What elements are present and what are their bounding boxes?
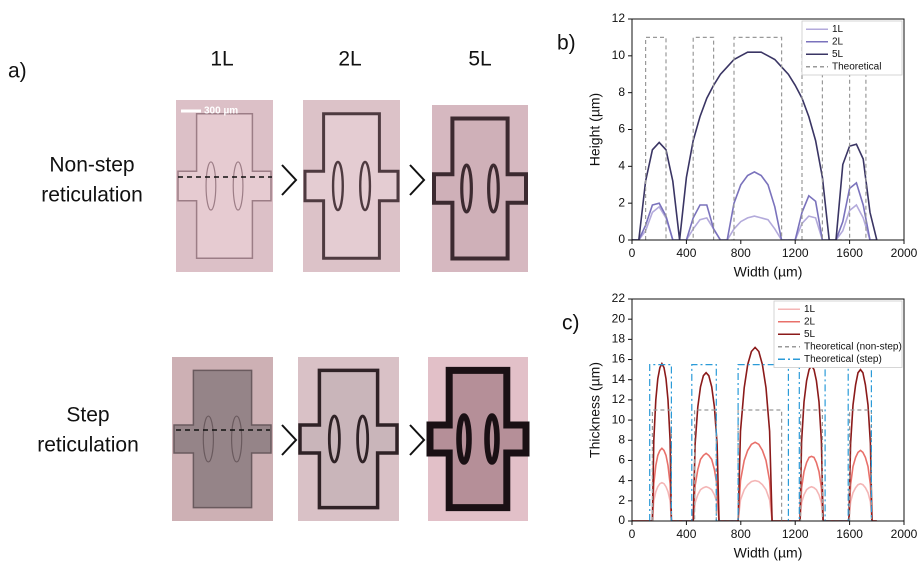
y-tick-label: 22 [612, 291, 626, 305]
legend-label: 2L [804, 316, 816, 327]
arrow [409, 424, 426, 456]
y-tick-label: 6 [618, 122, 625, 136]
y-axis-label: Thickness (µm) [587, 362, 603, 458]
x-tick-label: 2000 [891, 527, 918, 541]
y-tick-label: 6 [618, 453, 625, 467]
pattern-slot [230, 415, 243, 463]
y-tick-label: 10 [612, 48, 626, 62]
y-tick-label: 2 [618, 195, 625, 209]
pattern-shape [432, 116, 528, 261]
data-line [632, 441, 877, 521]
row-label: reticulation [37, 434, 139, 457]
pattern-slot [232, 161, 244, 211]
pattern-shape [177, 113, 272, 259]
y-tick-label: 14 [612, 372, 626, 386]
legend-label: 2L [832, 36, 844, 47]
x-tick-label: 800 [731, 246, 751, 260]
pattern-slot [456, 413, 472, 465]
y-tick-label: 0 [618, 513, 625, 527]
legend-label: 1L [804, 304, 816, 315]
x-tick-label: 2000 [891, 246, 918, 260]
data-line [649, 364, 872, 521]
row-label: reticulation [41, 184, 143, 207]
x-tick-label: 1200 [782, 527, 809, 541]
y-tick-label: 10 [612, 412, 626, 426]
x-tick-label: 400 [676, 246, 696, 260]
y-tick-label: 12 [612, 11, 626, 25]
x-axis-label: Width (µm) [734, 545, 803, 561]
y-tick-label: 18 [612, 332, 626, 346]
y-axis-label: Height (µm) [587, 93, 603, 166]
pattern-slot [359, 160, 372, 212]
arrow [409, 164, 426, 196]
y-tick-label: 2 [618, 493, 625, 507]
panel-label: a) [8, 60, 27, 83]
pattern-slot [202, 415, 215, 463]
pattern-shape [298, 368, 399, 510]
x-tick-label: 0 [629, 246, 636, 260]
plot-frame [631, 18, 905, 241]
x-tick-label: 800 [731, 527, 751, 541]
x-tick-label: 400 [676, 527, 696, 541]
pattern-slot [331, 160, 344, 212]
y-tick-label: 12 [612, 392, 626, 406]
row-label: Non-step [49, 154, 134, 177]
y-tick-label: 16 [612, 352, 626, 366]
pattern-shape [173, 369, 272, 509]
row-label: Step [66, 404, 109, 427]
y-tick-label: 4 [618, 159, 625, 173]
arrow [281, 424, 298, 456]
column-label: 1L [210, 48, 233, 71]
panel-label: c) [562, 312, 580, 335]
y-tick-label: 8 [618, 85, 625, 99]
x-axis-label: Width (µm) [734, 264, 803, 280]
data-line [651, 409, 872, 521]
x-tick-label: 1200 [782, 246, 809, 260]
x-tick-label: 0 [629, 527, 636, 541]
data-line [632, 479, 877, 521]
pattern-slot [487, 163, 500, 214]
pattern-slot [205, 161, 217, 211]
plot-frame [631, 298, 905, 522]
legend-label: Theoretical (non-step) [804, 341, 902, 352]
scale-bar-label: 300 µm [204, 106, 238, 117]
legend-label: 5L [804, 329, 816, 340]
data-line [632, 203, 877, 240]
legend-label: Theoretical [832, 61, 881, 72]
y-tick-label: 4 [618, 473, 625, 487]
data-line [632, 51, 878, 240]
pattern-shape [303, 112, 400, 260]
arrow [281, 164, 298, 196]
x-tick-label: 1600 [836, 527, 863, 541]
legend-label: 5L [832, 49, 844, 60]
column-label: 2L [338, 48, 361, 71]
pattern-slot [460, 163, 473, 214]
data-line [632, 346, 877, 521]
legend-label: Theoretical (step) [804, 354, 882, 365]
x-tick-label: 1600 [836, 246, 863, 260]
y-tick-label: 0 [618, 232, 625, 246]
column-label: 5L [468, 48, 491, 71]
panel-label: b) [557, 32, 576, 55]
pattern-slot [356, 414, 370, 464]
y-tick-label: 20 [612, 311, 626, 325]
pattern-slot [327, 414, 341, 464]
y-tick-label: 8 [618, 432, 625, 446]
legend-label: 1L [832, 24, 844, 35]
pattern-slot [484, 413, 500, 465]
data-line [632, 170, 877, 240]
pattern-shape [426, 366, 530, 512]
